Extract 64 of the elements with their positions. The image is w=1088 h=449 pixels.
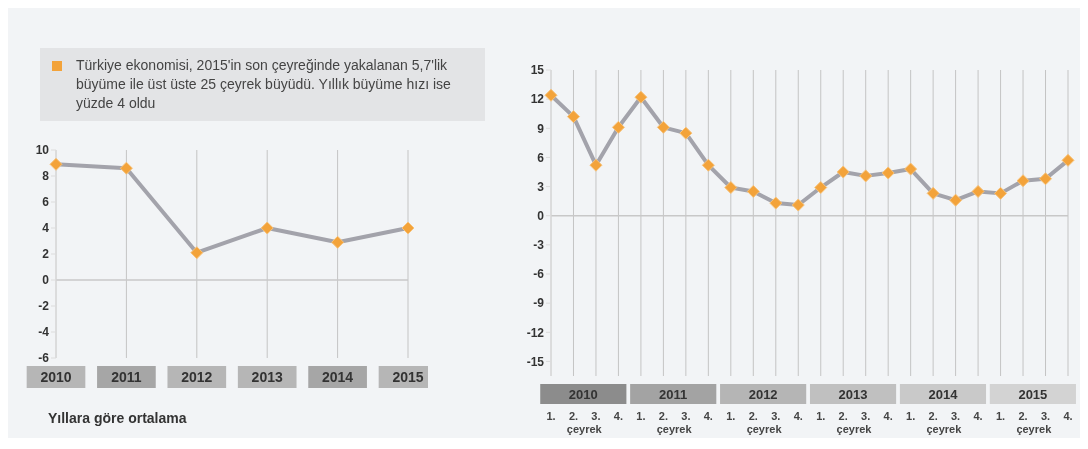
x-tick-label: 3. (681, 410, 691, 422)
x-tick-label: 2014 (322, 369, 354, 385)
text: 2010 (568, 387, 598, 402)
text: 2012 (748, 387, 778, 402)
x-tick-label: 3. (771, 410, 781, 422)
text: 2015 (1018, 387, 1048, 402)
y-tick-label: -9 (533, 296, 545, 311)
x-tick-label: 1. (906, 410, 916, 422)
y-tick-label: 9 (537, 121, 545, 136)
text: Türkiye ekonomisi, 2015'in son çeyreğinde yakalanan 5,7'lik büyüme ile üst üste 25 çeyrek büyüdü. Yıllık büyüme hızı ise yüzde 4 oldu (76, 56, 452, 113)
y-tick-label: 8 (42, 169, 50, 184)
text: 2011 (659, 387, 688, 402)
y-tick-label: -15 (526, 354, 545, 369)
y-tick-label: 6 (537, 150, 545, 165)
text: çeyrek (1016, 423, 1053, 435)
x-tick-label: 2013 (251, 369, 283, 385)
x-tick-label: 2012 (181, 369, 213, 385)
x-tick-label: 4. (613, 410, 624, 422)
y-tick-label: -12 (526, 325, 545, 340)
x-tick-label: 2010 (40, 369, 72, 385)
text: çeyrek (926, 423, 963, 435)
y-tick-label: -2 (38, 299, 50, 314)
x-tick-label: 3. (1040, 410, 1051, 422)
text: çeyrek (836, 423, 873, 435)
y-tick-label: -3 (533, 238, 545, 253)
x-axis-title: Yıllara göre ortalama (48, 410, 188, 426)
x-tick-label: 1. (726, 410, 736, 422)
x-tick-label: 1. (816, 410, 826, 422)
text: 2013 (838, 387, 868, 402)
x-tick-label: 2. (748, 410, 758, 422)
x-tick-label: 2. (928, 410, 938, 422)
x-tick-label: 3. (951, 410, 961, 422)
text: çeyrek (746, 423, 783, 435)
x-tick-label: 3. (861, 410, 871, 422)
y-tick-label: 12 (530, 92, 545, 107)
y-tick-label: -4 (38, 325, 50, 340)
y-tick-label: -6 (38, 351, 50, 366)
y-tick-label: 15 (530, 63, 545, 78)
y-tick-label: 0 (537, 208, 545, 223)
x-tick-label: 4. (793, 410, 803, 422)
x-tick-label: 2011 (111, 369, 142, 385)
x-tick-label: 4. (883, 410, 893, 422)
x-tick-label: 4. (973, 410, 983, 422)
x-tick-label: 4. (1063, 410, 1073, 422)
y-tick-label: 3 (537, 179, 545, 194)
x-tick-label: 3. (591, 410, 601, 422)
y-tick-label: 4 (42, 221, 50, 236)
x-tick-label: 2. (658, 410, 668, 422)
x-tick-label: 2. (1018, 410, 1028, 422)
text: çeyrek (656, 423, 693, 435)
y-tick-label: 2 (42, 247, 50, 262)
y-tick-label: 10 (35, 143, 50, 158)
x-tick-label: 2015 (392, 369, 424, 385)
x-tick-label: 1. (636, 410, 646, 422)
y-tick-label: -6 (533, 267, 545, 282)
x-tick-label: 2. (568, 410, 579, 422)
x-tick-label: 4. (703, 410, 713, 422)
x-tick-label: 1. (546, 410, 556, 422)
y-tick-label: 0 (42, 273, 50, 288)
text: çeyrek (566, 423, 603, 435)
text: 2014 (928, 387, 959, 402)
x-tick-label: 2. (838, 410, 848, 422)
y-tick-label: 6 (42, 195, 50, 210)
x-tick-label: 1. (995, 410, 1006, 422)
